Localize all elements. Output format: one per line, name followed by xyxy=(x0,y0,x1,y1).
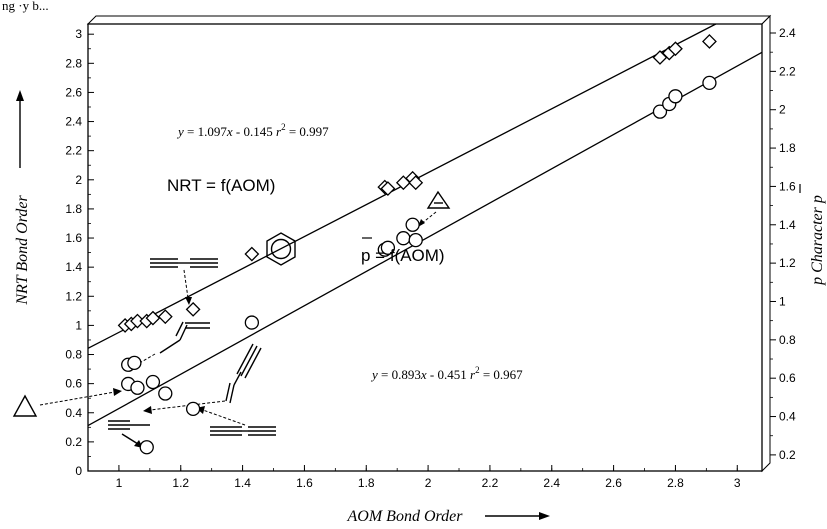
y2-tick-label: 0.6 xyxy=(779,371,796,385)
circle-point xyxy=(127,355,142,370)
y-tick-label: 2.8 xyxy=(65,56,82,70)
circle-point xyxy=(130,380,145,395)
diyne-arrowhead xyxy=(185,297,192,305)
plot-frame xyxy=(87,23,763,472)
structure-triple-single xyxy=(108,420,150,430)
y-tick-label: 1.2 xyxy=(65,289,82,303)
diamond-point xyxy=(408,175,424,191)
xlabel-arrowhead xyxy=(539,512,550,520)
p-series-label: p = f(AOM) xyxy=(361,246,445,265)
y-axis-label: NRT Bond Order xyxy=(14,195,31,306)
data-points xyxy=(117,34,717,455)
x-tick-label: 3 xyxy=(734,476,741,490)
x-tick-label: 1.2 xyxy=(172,476,189,490)
diamond-point xyxy=(145,310,161,326)
y2-tick-label: 2 xyxy=(779,103,786,117)
diamond-point xyxy=(702,34,717,49)
diyne-bottom-arrow xyxy=(202,409,246,426)
y2-tick-label: 2.4 xyxy=(779,26,796,40)
structure-vinylacetylene xyxy=(225,343,262,404)
diyne-arrow xyxy=(183,269,189,299)
top-clipped-text: ng ·y b... xyxy=(2,0,49,13)
butadiene-arrow xyxy=(135,353,156,366)
y-tick-label: 2.2 xyxy=(65,144,82,158)
y2-tick-label: 1.2 xyxy=(779,256,796,270)
x-axis-label: AOM Bond Order xyxy=(347,508,464,525)
y2-axis-ticks: 0.2 0.4 0.6 0.8 1 1.2 1.4 1.6 1.8 2 2.2 2.4 xyxy=(770,26,796,462)
structure-diyne-bottom xyxy=(210,426,276,436)
x-tick-label: 1.8 xyxy=(358,476,375,490)
circle-point xyxy=(158,386,173,401)
triangle-left-arrow xyxy=(39,391,116,406)
diamond-point xyxy=(185,301,201,317)
circle-point xyxy=(702,75,717,91)
ylabel-arrowhead xyxy=(16,90,24,101)
diamond-point xyxy=(668,41,683,57)
triangle-marker-right xyxy=(426,190,451,209)
x-tick-label: 2.2 xyxy=(482,476,499,490)
triangle-left-arrowhead xyxy=(113,388,122,396)
vinylacetylene-arrowhead xyxy=(143,406,152,414)
nrt-fit-equation: y = 1.097x - 0.145 r2 = 0.997 xyxy=(176,122,329,139)
circle-point xyxy=(139,440,154,455)
x-tick-label: 2 xyxy=(425,476,432,490)
x-tick-label: 1.6 xyxy=(296,476,313,490)
circle-point xyxy=(185,401,201,417)
circle-point xyxy=(652,104,668,119)
x-tick-label: 2.8 xyxy=(667,476,684,490)
structure-butadiene xyxy=(159,321,210,354)
annotations-decor xyxy=(12,90,550,520)
y-tick-label: 2 xyxy=(75,173,82,187)
y2-tick-label: 0.4 xyxy=(779,410,796,424)
circle-point xyxy=(405,217,420,232)
y2-axis-label: p Character p xyxy=(809,195,826,286)
circle-point xyxy=(145,374,161,390)
y2-tick-label: 0.2 xyxy=(779,448,796,462)
y-tick-label: 1.8 xyxy=(65,202,82,216)
p-fit-equation: y = 0.893x - 0.451 r2 = 0.967 xyxy=(370,365,523,382)
diamond-point xyxy=(157,309,173,325)
circle-point xyxy=(380,240,396,255)
circle-point xyxy=(396,231,411,246)
y2-tick-label: 1 xyxy=(779,294,786,308)
y-tick-label: 1.6 xyxy=(65,231,82,245)
circle-point xyxy=(668,89,683,104)
y2-tick-label: 1.4 xyxy=(779,218,796,232)
y-tick-label: 1 xyxy=(75,318,82,332)
circle-point xyxy=(408,232,423,248)
fit-lines xyxy=(87,23,763,427)
y-tick-label: 2.6 xyxy=(65,85,82,99)
y-tick-label: 0.8 xyxy=(65,348,82,362)
x-tick-label: 1.4 xyxy=(234,476,251,490)
benzene-ring xyxy=(266,232,296,266)
benzene-inner-circle xyxy=(270,238,292,260)
y-tick-label: 2.4 xyxy=(65,115,82,129)
frame-right-depth xyxy=(761,14,771,473)
circle-point xyxy=(244,315,260,330)
structure-diyne xyxy=(150,258,218,268)
y-tick-label: 0 xyxy=(75,464,82,478)
fit-line-p xyxy=(87,51,763,427)
y2-tick-label: 2.2 xyxy=(779,64,796,78)
y-tick-label: 0.6 xyxy=(65,377,82,391)
x-tick-label: 2.6 xyxy=(605,476,622,490)
y-tick-label: 0.2 xyxy=(65,435,82,449)
y-tick-label: 3 xyxy=(75,27,82,41)
y-axis-ticks: 0 0.2 0.4 0.6 0.8 1 1.2 1.4 1.6 1.8 2 2.2 2.4 2.6 2.8 3 xyxy=(65,27,94,478)
frame-top-depth xyxy=(86,15,772,25)
y-tick-label: 1.4 xyxy=(65,260,82,274)
y2-tick-label: 1.6 xyxy=(779,179,796,193)
x-tick-label: 2.4 xyxy=(543,476,560,490)
nrt-series-label: NRT = f(AOM) xyxy=(167,176,275,195)
x-axis-ticks: 1 1.2 1.4 1.6 1.8 2 2.2 2.4 2.6 2.8 3 xyxy=(87,465,741,490)
y2-tick-label: 1.8 xyxy=(779,141,796,155)
diamond-point xyxy=(244,246,260,262)
y-tick-label: 0.4 xyxy=(65,406,82,420)
x-tick-label: 1 xyxy=(116,476,123,490)
diamond-point xyxy=(380,181,396,196)
y2-tick-label: 0.8 xyxy=(779,333,796,347)
triple-single-arrow xyxy=(121,433,139,445)
triangle-marker-left xyxy=(12,394,38,417)
